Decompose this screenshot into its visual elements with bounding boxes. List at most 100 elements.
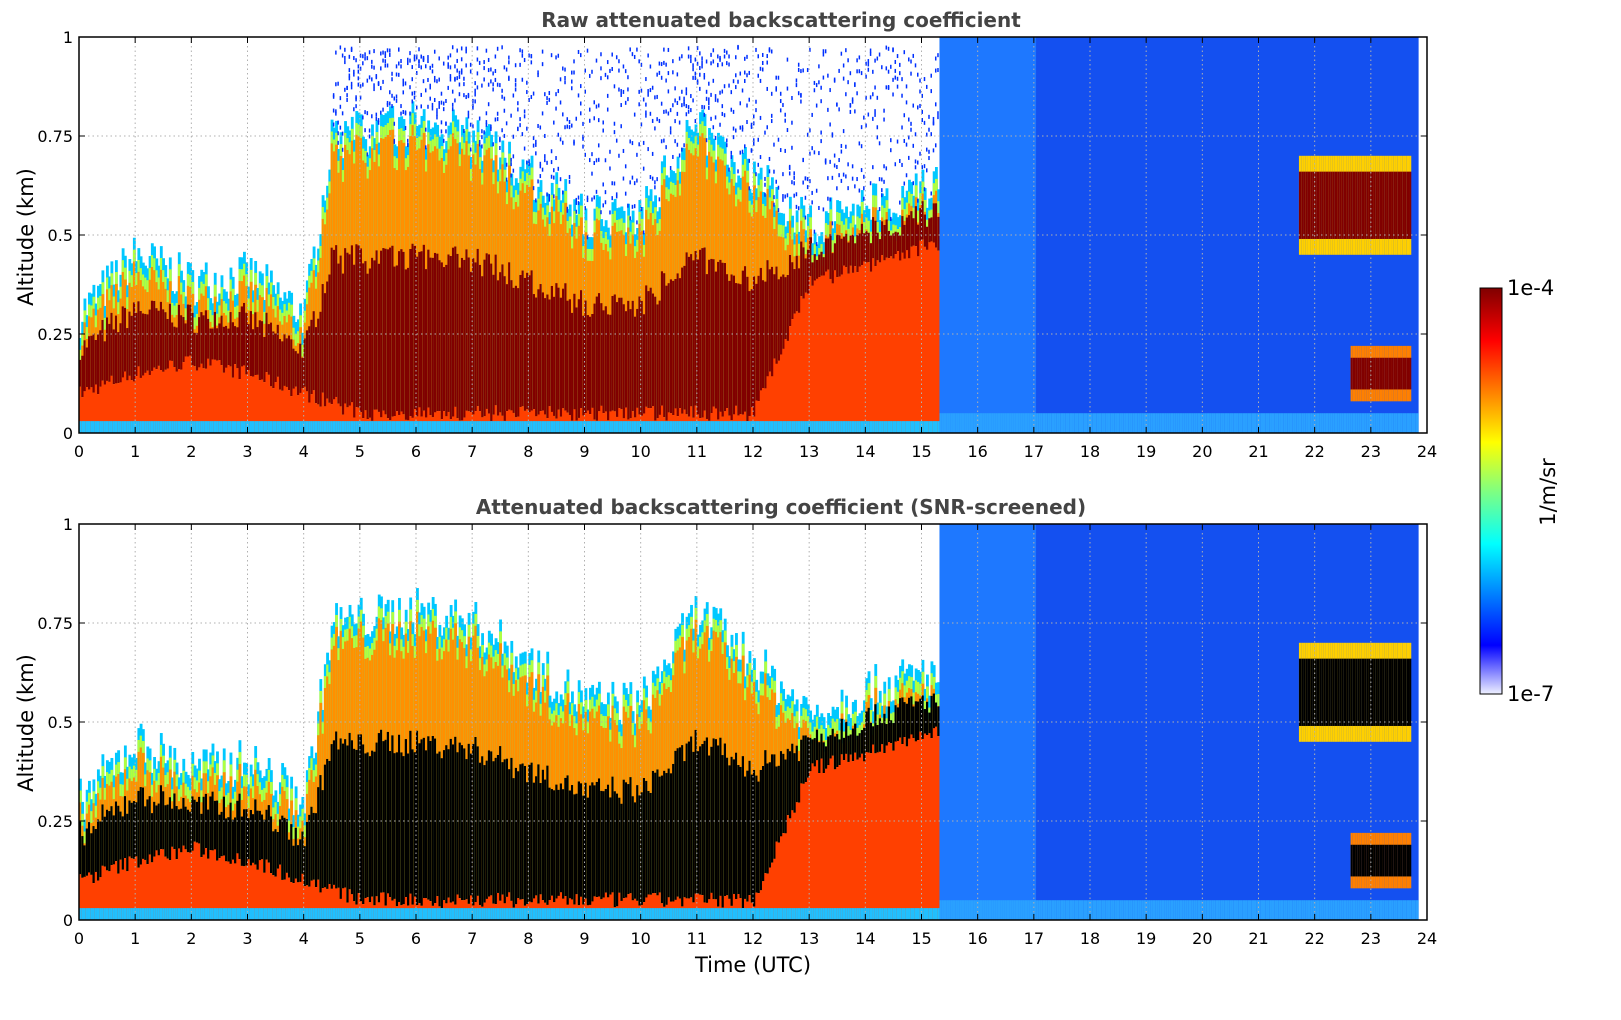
aerosol-core — [629, 309, 633, 419]
surface-strip — [339, 421, 343, 433]
background-column — [1056, 37, 1060, 433]
surface-strip — [422, 421, 426, 433]
noise-speck — [413, 57, 416, 62]
surface-strip — [319, 908, 323, 920]
background-column — [1411, 37, 1415, 433]
noise-speck — [456, 68, 458, 73]
noise-speck — [573, 59, 575, 64]
background-column — [1065, 37, 1069, 433]
aerosol-core — [710, 258, 714, 414]
near-surface-column — [896, 251, 900, 433]
aerosol-core — [402, 756, 406, 905]
near-surface-column — [1249, 413, 1253, 433]
near-surface-column — [1193, 413, 1197, 433]
noise-speck — [622, 64, 625, 69]
noise-speck — [797, 91, 800, 96]
near-surface-column — [290, 882, 294, 920]
background-column — [1051, 37, 1055, 433]
noise-speck — [770, 49, 773, 54]
aerosol-core — [667, 283, 671, 413]
noise-speck — [557, 53, 560, 58]
aerosol-core — [234, 817, 237, 864]
near-surface-column — [1179, 413, 1183, 433]
noise-speck — [391, 93, 393, 98]
surface-strip — [328, 421, 332, 433]
near-surface-column — [308, 886, 312, 920]
near-surface-column — [1323, 413, 1327, 433]
noise-speck — [508, 60, 510, 65]
noise-speck — [483, 130, 485, 135]
surface-strip — [701, 421, 705, 433]
noise-speck — [894, 59, 897, 64]
noise-speck — [755, 47, 757, 52]
near-surface-column — [236, 368, 240, 433]
near-surface-column — [99, 877, 103, 920]
near-surface-column — [1395, 413, 1399, 433]
surface-strip — [290, 908, 294, 920]
near-surface-column — [1328, 413, 1331, 433]
aerosol-core — [364, 261, 368, 411]
aerosol-core — [157, 803, 161, 856]
surface-strip — [854, 421, 857, 433]
cloud-core-column — [1346, 171, 1349, 239]
surface-strip — [173, 421, 177, 433]
near-surface-column — [204, 848, 208, 920]
aerosol-core — [681, 267, 684, 414]
background-column — [1236, 37, 1239, 433]
aerosol-core — [346, 745, 350, 903]
aerosol-core — [359, 248, 363, 413]
surface-strip — [285, 421, 289, 433]
near-surface-column — [1085, 413, 1089, 433]
near-surface-column — [1087, 413, 1091, 433]
near-surface-column — [283, 879, 287, 920]
noise-speck — [856, 58, 858, 63]
near-surface-column — [955, 413, 959, 433]
near-surface-column — [1242, 413, 1246, 433]
noise-speck — [777, 208, 780, 213]
surface-strip — [463, 421, 467, 433]
noise-speck — [847, 162, 849, 167]
near-surface-column — [245, 865, 249, 920]
noise-speck — [481, 83, 483, 88]
background-column — [1072, 37, 1075, 433]
surface-strip — [182, 421, 186, 433]
surface-strip — [225, 421, 228, 433]
near-surface-column — [995, 413, 999, 433]
aerosol-core — [456, 253, 460, 419]
noise-speck — [523, 58, 526, 63]
surface-strip — [849, 421, 853, 433]
aerosol-core — [836, 234, 839, 278]
noise-speck — [463, 128, 465, 133]
aerosol-core — [615, 302, 619, 417]
aerosol-core — [431, 257, 435, 418]
near-surface-column — [1105, 413, 1109, 433]
noise-speck — [582, 136, 584, 141]
surface-strip — [402, 421, 406, 433]
noise-speck — [914, 132, 917, 137]
noise-speck — [431, 102, 434, 107]
near-surface-column — [317, 404, 320, 433]
aerosol-core — [229, 802, 233, 864]
surface-strip — [746, 421, 750, 433]
surface-strip — [191, 908, 195, 920]
near-surface-column — [984, 413, 988, 433]
noise-speck — [505, 162, 508, 167]
noise-speck — [755, 172, 757, 177]
aerosol-core — [126, 813, 130, 872]
surface-strip — [899, 421, 902, 433]
noise-speck — [842, 129, 845, 134]
x-tick-label: 23 — [1361, 442, 1381, 461]
noise-speck — [741, 127, 744, 132]
aerosol-core — [337, 263, 341, 404]
noise-speck — [638, 102, 640, 107]
near-surface-column — [220, 856, 224, 920]
surface-strip — [375, 421, 379, 433]
surface-strip — [759, 421, 763, 433]
near-surface-column — [171, 846, 174, 920]
background-column — [1292, 37, 1296, 433]
near-surface-column — [1155, 413, 1158, 433]
near-surface-column — [849, 265, 853, 433]
aerosol-core — [341, 273, 345, 415]
surface-strip — [301, 908, 305, 920]
aerosol-core — [424, 269, 428, 418]
